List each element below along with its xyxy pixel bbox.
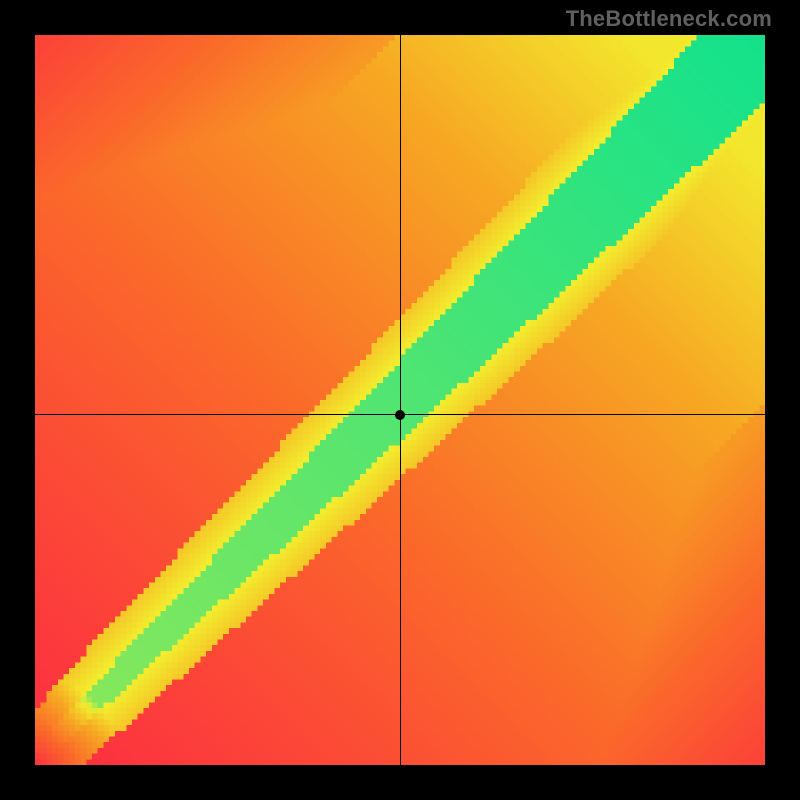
watermark-text: TheBottleneck.com bbox=[566, 6, 772, 32]
chart-container: TheBottleneck.com bbox=[0, 0, 800, 800]
crosshair-marker bbox=[395, 410, 405, 420]
heatmap-plot bbox=[35, 35, 765, 765]
crosshair-vertical bbox=[400, 35, 401, 765]
